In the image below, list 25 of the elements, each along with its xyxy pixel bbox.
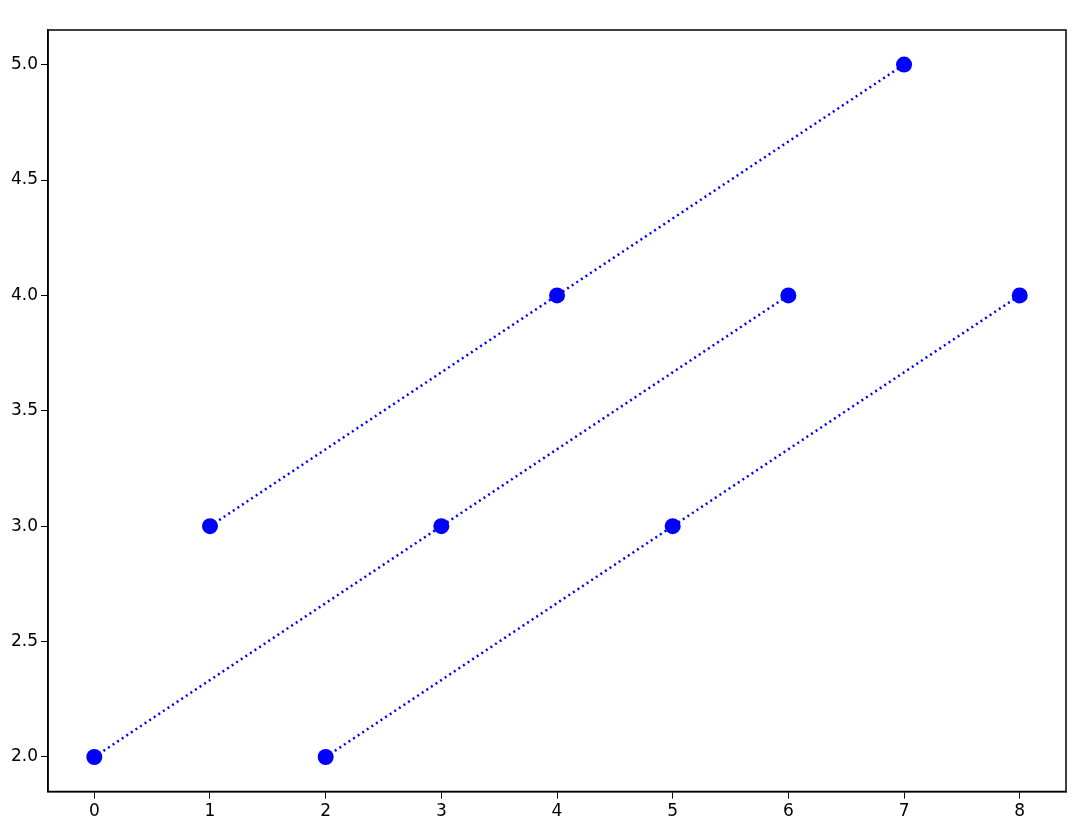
y-tick-label: 2.5 [10,630,39,651]
x-tick-label: 2 [320,800,332,821]
y-tick-label: 3.5 [10,399,39,420]
point [433,518,450,535]
y-tick-label: 4.5 [10,168,39,189]
x-tick-label: 5 [667,800,679,821]
x-tick-label: 6 [782,800,794,821]
point [896,56,913,73]
y-tick-label: 4.0 [10,283,39,304]
y-tick-label: 5.0 [10,53,39,74]
point [780,287,797,304]
point [86,748,103,765]
point [317,748,334,765]
point [549,287,566,304]
x-tick-label: 4 [551,800,563,821]
x-tick-label: 7 [898,800,910,821]
y-tick-label: 3.0 [10,514,39,535]
point [664,518,681,535]
x-tick-label: 8 [1014,800,1026,821]
point [1011,287,1028,304]
x-tick-label: 3 [435,800,447,821]
x-tick-label: 1 [204,800,216,821]
x-tick-label: 0 [88,800,100,821]
y-tick-label: 2.0 [10,745,39,766]
point [201,518,218,535]
